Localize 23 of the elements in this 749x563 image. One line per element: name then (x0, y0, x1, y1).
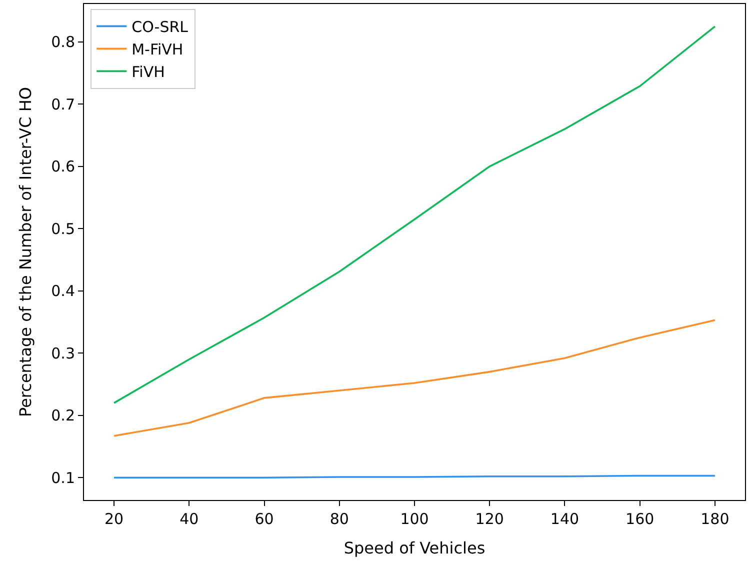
legend-label: FiVH (132, 63, 165, 82)
x-tick-label: 60 (254, 510, 274, 528)
y-tick-label: 0.2 (51, 406, 75, 425)
line-series (113, 319, 716, 437)
x-tick-label: 20 (104, 510, 124, 528)
y-tick-label: 0.6 (51, 158, 75, 176)
x-tick-label: 160 (626, 510, 654, 528)
legend-label: M-FiVH (132, 40, 184, 59)
y-tick-label: 0.8 (51, 33, 75, 52)
legend-label: CO-SRL (132, 18, 189, 36)
x-tick-label: 180 (700, 510, 730, 528)
y-axis-title: Percentage of the Number of Inter-VC HO (16, 86, 36, 418)
x-axis-title: Speed of Vehicles (344, 538, 486, 558)
y-tick-label: 0.5 (51, 220, 75, 238)
y-tick-label: 0.1 (51, 468, 75, 487)
x-tick-label: 100 (400, 510, 429, 528)
y-tick-label: 0.4 (51, 282, 75, 300)
y-tick-label: 0.7 (51, 95, 75, 114)
y-tick-label: 0.3 (51, 344, 75, 362)
x-tick-label: 80 (330, 510, 349, 528)
x-tick-label: 140 (550, 510, 580, 528)
x-tick-label: 120 (475, 510, 504, 528)
x-tick-label: 40 (180, 510, 199, 528)
